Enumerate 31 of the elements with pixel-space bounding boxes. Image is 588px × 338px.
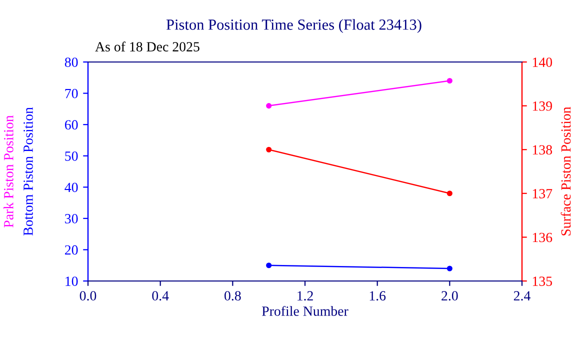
y2-tick-label: 138 — [532, 145, 552, 155]
point — [266, 262, 272, 268]
chart-title: Piston Position Time Series (Float 23413) — [166, 19, 422, 33]
y2-tick-label: 139 — [532, 101, 552, 111]
x-tick-label: 0.8 — [224, 291, 241, 301]
x-tick-label: 2.4 — [514, 291, 530, 301]
x-tick-label: 1.2 — [298, 291, 313, 301]
text: Bottom Piston Position — [24, 107, 33, 236]
text: Park Piston Position — [4, 115, 14, 228]
y2-tick-label: 137 — [532, 189, 552, 198]
x-tick-label: 0.4 — [152, 291, 169, 301]
y2-tick-label: 136 — [532, 232, 552, 242]
y-tick-label: 80 — [64, 58, 78, 67]
y2-tick-label: 135 — [532, 276, 552, 286]
y-tick-label: 30 — [65, 214, 78, 224]
point — [446, 78, 452, 84]
x-tick-label: 1.6 — [370, 291, 386, 301]
y-tick-label: 50 — [65, 151, 78, 161]
y2-tick-label: 140 — [532, 58, 552, 67]
point — [446, 266, 452, 272]
x-tick-label: 2.0 — [442, 291, 458, 301]
y-tick-label: 70 — [65, 88, 78, 98]
y-tick-label: 60 — [64, 120, 78, 130]
point — [266, 103, 272, 109]
text: As of 18 Dec 2025 — [95, 42, 200, 52]
y-tick-label: 10 — [66, 276, 78, 286]
y-tick-label: 20 — [65, 245, 78, 255]
x-tick-label: 0.0 — [80, 291, 96, 301]
text: Surface Piston Position — [560, 106, 571, 236]
y-tick-label: 40 — [64, 182, 78, 192]
x-axis-title: Profile Number — [262, 306, 348, 316]
